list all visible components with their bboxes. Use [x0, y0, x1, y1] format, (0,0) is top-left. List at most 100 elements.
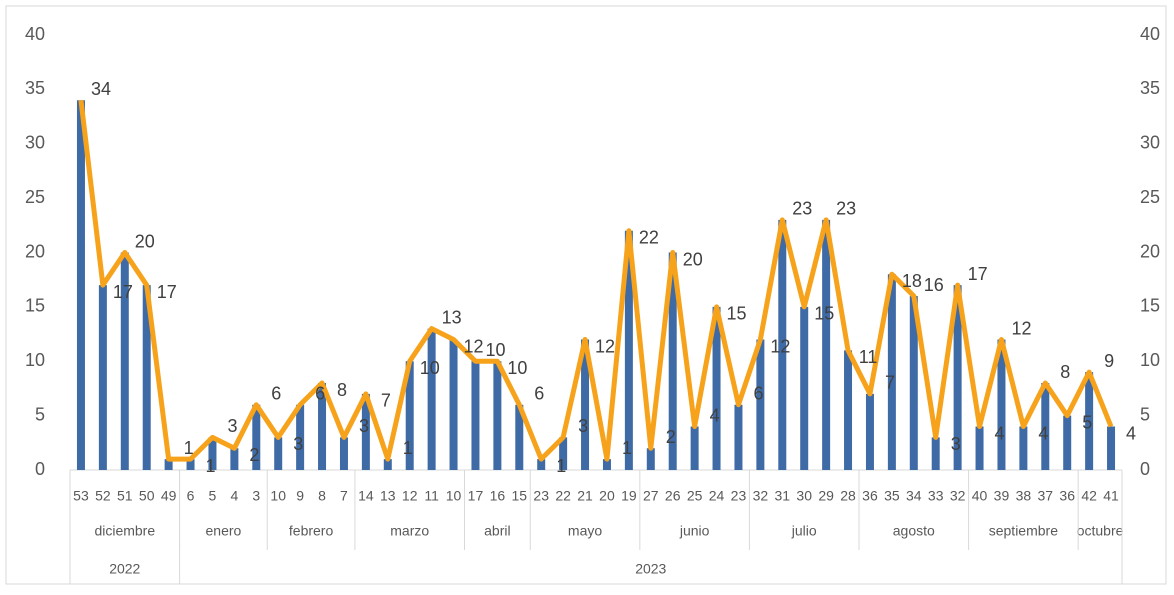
x-tick-label: 38 [1016, 488, 1032, 504]
bar [602, 459, 611, 470]
x-tick-label: 51 [117, 488, 133, 504]
months-label: mayo [568, 523, 602, 539]
months-label: marzo [390, 523, 429, 539]
data-label: 12 [595, 336, 615, 356]
y-tick-label: 20 [25, 241, 45, 261]
bar [120, 252, 129, 470]
data-label: 3 [578, 416, 588, 436]
data-label: 3 [951, 434, 961, 454]
data-label: 22 [639, 228, 659, 248]
data-label: 3 [359, 416, 369, 436]
bar [624, 230, 633, 470]
y2-tick-label: 30 [1140, 133, 1160, 153]
data-label: 4 [1126, 423, 1136, 443]
bar [515, 404, 524, 470]
months-label: agosto [893, 523, 935, 539]
x-tick-label: 52 [95, 488, 111, 504]
x-tick-label: 33 [928, 488, 944, 504]
x-tick-label: 37 [1038, 488, 1054, 504]
bar [559, 437, 568, 470]
data-label: 6 [315, 384, 325, 404]
x-tick-label: 35 [884, 488, 900, 504]
months-label: abril [484, 523, 510, 539]
y2-tick-label: 0 [1140, 459, 1150, 479]
data-label: 8 [1060, 362, 1070, 382]
data-label: 10 [420, 358, 440, 378]
data-label: 2 [249, 445, 259, 465]
bar [164, 459, 173, 470]
x-tick-label: 41 [1103, 488, 1119, 504]
y2-tick-label: 35 [1140, 78, 1160, 98]
data-label: 5 [1082, 412, 1092, 432]
data-label: 12 [464, 336, 484, 356]
months-label: enero [206, 523, 242, 539]
x-tick-label: 5 [209, 488, 217, 504]
x-tick-label: 9 [296, 488, 304, 504]
y2-tick-label: 25 [1140, 187, 1160, 207]
x-tick-label: 29 [818, 488, 834, 504]
data-label: 17 [968, 264, 988, 284]
y2-tick-label: 40 [1140, 24, 1160, 44]
data-label: 6 [271, 384, 281, 404]
months-label: julio [791, 523, 817, 539]
bar [493, 361, 502, 470]
y-tick-label: 10 [25, 350, 45, 370]
x-tick-label: 23 [533, 488, 549, 504]
x-tick-label: 36 [1059, 488, 1075, 504]
bar [76, 100, 85, 470]
data-label: 13 [442, 307, 462, 327]
bar [1107, 426, 1116, 470]
y2-tick-label: 5 [1140, 404, 1150, 424]
bar [274, 437, 283, 470]
x-tick-label: 17 [468, 488, 484, 504]
bar [449, 339, 458, 470]
x-tick-label: 14 [358, 488, 374, 504]
bar [931, 437, 940, 470]
x-tick-label: 50 [139, 488, 155, 504]
y2-tick-label: 15 [1140, 296, 1160, 316]
bar [98, 285, 107, 470]
data-label: 23 [792, 199, 812, 219]
bar [756, 339, 765, 470]
years-label: 2023 [635, 561, 666, 577]
bar [844, 350, 853, 470]
data-label: 1 [184, 438, 194, 458]
y-tick-label: 0 [35, 459, 45, 479]
bar [1041, 383, 1050, 470]
x-tick-label: 19 [621, 488, 637, 504]
x-tick-label: 10 [270, 488, 286, 504]
y-tick-label: 40 [25, 24, 45, 44]
data-label: 15 [727, 304, 747, 324]
x-tick-label: 21 [577, 488, 593, 504]
data-label: 7 [885, 373, 895, 393]
bar [296, 404, 305, 470]
data-label: 2 [666, 427, 676, 447]
x-tick-label: 3 [252, 488, 260, 504]
x-tick-label: 6 [187, 488, 195, 504]
months-label: febrero [289, 523, 334, 539]
bar [865, 393, 874, 470]
bar [1019, 426, 1028, 470]
x-tick-label: 15 [512, 488, 528, 504]
months-label: octubre [1077, 523, 1124, 539]
bar [822, 219, 831, 470]
bar [953, 285, 962, 470]
bar [537, 459, 546, 470]
data-label: 9 [1104, 351, 1114, 371]
bar [712, 306, 721, 470]
bar [142, 285, 151, 470]
x-tick-label: 22 [555, 488, 571, 504]
x-tick-label: 31 [775, 488, 791, 504]
bar [230, 448, 239, 470]
data-label: 4 [1038, 423, 1048, 443]
x-tick-label: 30 [796, 488, 812, 504]
bar [581, 339, 590, 470]
bar [383, 459, 392, 470]
months-label: diciembre [94, 523, 155, 539]
data-label: 3 [293, 434, 303, 454]
data-label: 17 [113, 282, 133, 302]
bar [186, 459, 195, 470]
x-tick-label: 16 [490, 488, 506, 504]
y-tick-label: 5 [35, 404, 45, 424]
x-tick-label: 49 [161, 488, 177, 504]
